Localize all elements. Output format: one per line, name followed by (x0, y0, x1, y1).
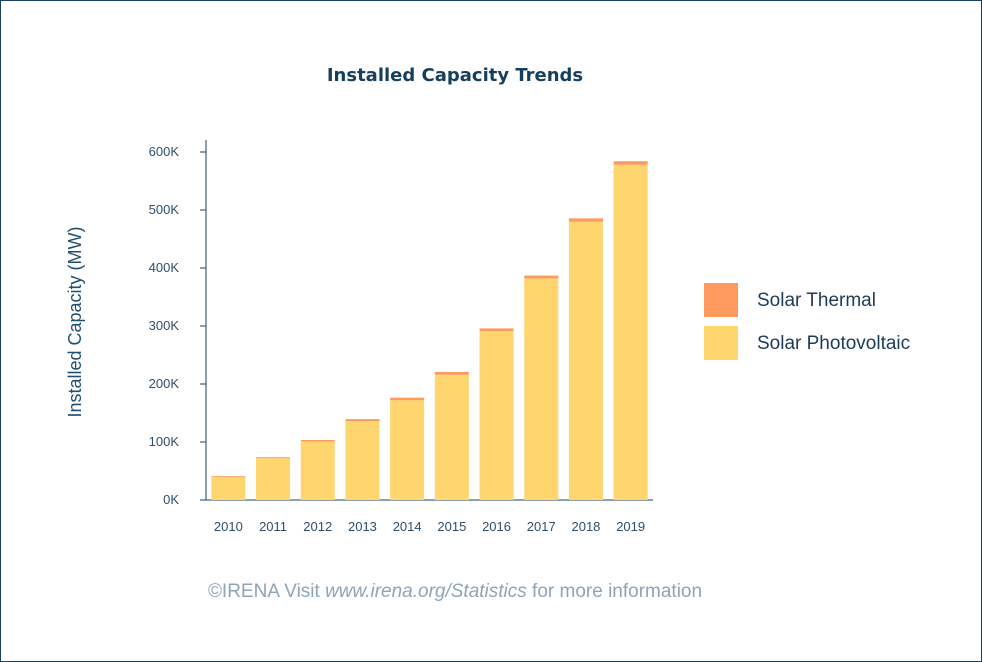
bar-solar-thermal-2010[interactable] (211, 476, 246, 477)
bar-solar-photovoltaic-2010[interactable] (211, 476, 246, 500)
y-tick-label: 500K (149, 202, 180, 217)
bar-solar-photovoltaic-2016[interactable] (479, 331, 514, 500)
x-tick-label: 2013 (348, 519, 377, 534)
bar-solar-thermal-2016[interactable] (479, 328, 514, 332)
bar-solar-thermal-2014[interactable] (390, 397, 425, 401)
y-tick-label: 400K (149, 260, 180, 275)
x-tick-label: 2014 (393, 519, 422, 534)
legend-swatch-solar-thermal (704, 283, 738, 317)
bar-solar-photovoltaic-2014[interactable] (390, 400, 425, 500)
legend-label-solar-photovoltaic: Solar Photovoltaic (757, 333, 910, 354)
bar-solar-photovoltaic-2013[interactable] (345, 421, 380, 500)
x-tick-label: 2010 (214, 519, 243, 534)
x-tick-label: 2011 (259, 519, 287, 534)
bar-solar-thermal-2012[interactable] (300, 439, 335, 442)
legend-swatch-solar-photovoltaic (704, 326, 738, 360)
bar-solar-thermal-2011[interactable] (256, 457, 291, 459)
bar-solar-photovoltaic-2019[interactable] (613, 164, 648, 500)
footer-link[interactable]: www.irena.org/Statistics (325, 581, 527, 602)
y-tick-label: 0K (163, 492, 179, 507)
y-tick-label: 300K (149, 318, 180, 333)
footer-credit: ©IRENA Visit www.irena.org/Statistics fo… (208, 581, 702, 602)
y-axis-label: Installed Capacity (MW) (65, 226, 85, 417)
x-tick-label: 2015 (437, 519, 466, 534)
x-tick-label: 2018 (571, 519, 600, 534)
bar-solar-thermal-2017[interactable] (524, 275, 559, 279)
legend: Solar Thermal Solar Photovoltaic (704, 283, 910, 360)
legend-label-solar-thermal: Solar Thermal (757, 290, 876, 311)
bar-solar-photovoltaic-2018[interactable] (568, 221, 603, 500)
x-tick-label: 2016 (482, 519, 511, 534)
y-tick-label: 100K (149, 434, 180, 449)
x-tick-label: 2017 (527, 519, 556, 534)
bar-solar-photovoltaic-2017[interactable] (524, 278, 559, 500)
plot-area: 0K 100K 200K 300K 400K 500K 600K 2010 2011 2012 20… (149, 140, 653, 534)
bar-solar-thermal-2019[interactable] (613, 161, 648, 165)
y-tick-label: 600K (149, 144, 180, 159)
bar-solar-thermal-2015[interactable] (434, 371, 469, 375)
x-tick-label: 2012 (303, 519, 332, 534)
y-tick-label: 200K (149, 376, 180, 391)
bar-solar-thermal-2018[interactable] (568, 218, 603, 222)
footer-suffix: for more information (527, 581, 702, 602)
bar-solar-photovoltaic-2015[interactable] (434, 374, 469, 500)
bar-solar-photovoltaic-2012[interactable] (300, 441, 335, 500)
x-tick-label: 2019 (616, 519, 645, 534)
bar-solar-thermal-2013[interactable] (345, 419, 380, 422)
footer-prefix: ©IRENA Visit (208, 581, 325, 602)
chart-title: Installed Capacity Trends (327, 65, 583, 86)
bar-solar-photovoltaic-2011[interactable] (256, 458, 291, 500)
